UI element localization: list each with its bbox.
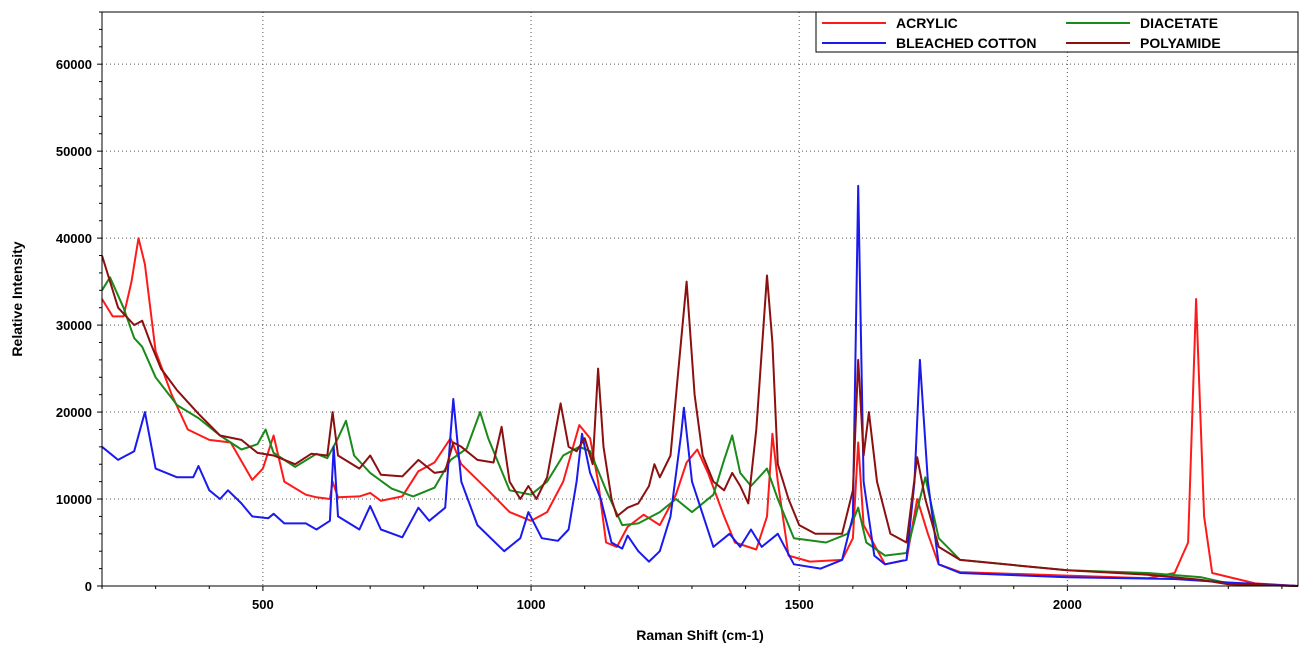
y-tick-label: 30000 xyxy=(56,318,92,333)
y-tick-label: 20000 xyxy=(56,405,92,420)
y-tick-label: 60000 xyxy=(56,57,92,72)
y-tick-label: 0 xyxy=(85,579,92,594)
legend-label: POLYAMIDE xyxy=(1140,35,1221,51)
y-ticks: 0 10000 20000 30000 40000 50000 60000 xyxy=(56,11,102,594)
y-tick-label: 40000 xyxy=(56,231,92,246)
y-tick-label: 50000 xyxy=(56,144,92,159)
x-ticks: 500 1000 1500 2000 xyxy=(101,586,1283,612)
grid xyxy=(102,12,1298,586)
y-axis-title: Relative Intensity xyxy=(9,241,25,356)
legend-label: BLEACHED COTTON xyxy=(896,35,1037,51)
y-tick-label: 10000 xyxy=(56,492,92,507)
x-tick-label: 2000 xyxy=(1053,597,1082,612)
series-lines xyxy=(101,184,1299,587)
x-tick-label: 500 xyxy=(252,597,274,612)
legend-box xyxy=(815,11,1299,53)
legend-label: DIACETATE xyxy=(1140,15,1218,31)
x-tick-label: 1500 xyxy=(785,597,814,612)
plot-frame xyxy=(101,11,1299,587)
legend-label: ACRYLIC xyxy=(896,15,958,31)
series-line-bleached-cotton xyxy=(101,184,1299,587)
series-line-polyamide xyxy=(101,255,1299,587)
legend: ACRYLIC DIACETATE BLEACHED COTTON POLYAMIDE xyxy=(815,11,1299,53)
series-line-diacetate xyxy=(101,276,1299,587)
x-tick-label: 1000 xyxy=(517,597,546,612)
x-axis-title: Raman Shift (cm-1) xyxy=(636,627,764,643)
